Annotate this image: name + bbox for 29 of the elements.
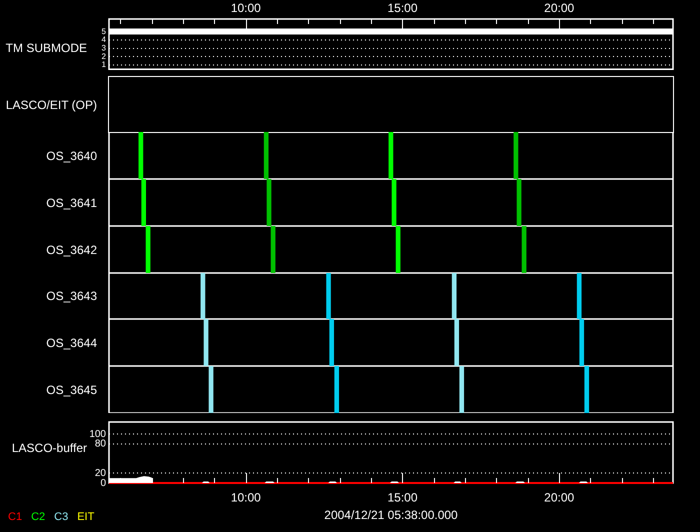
y-tick-label: 3 bbox=[102, 43, 107, 52]
text: LASCO/EIT (OP) bbox=[6, 98, 97, 112]
y-axis-title: OS_3645 bbox=[46, 382, 97, 396]
y-tick-label: 20 bbox=[94, 468, 106, 479]
y-axis-title: OS_3643 bbox=[46, 289, 97, 303]
y-tick-label: 5 bbox=[102, 26, 107, 36]
y-axis-title: OS_3640 bbox=[46, 148, 97, 162]
y-tick-label: 0 bbox=[100, 478, 106, 489]
y-axis-title: TM SUBMODE bbox=[6, 41, 87, 55]
y-tick-label: 2 bbox=[102, 52, 107, 61]
legend-label: C2 bbox=[31, 511, 46, 523]
x-tick-label: 15:00 bbox=[387, 1, 418, 16]
x-axis-title: 2004/12/21 05:38:00.000 bbox=[324, 508, 458, 522]
x-tick-label: 20:00 bbox=[544, 490, 575, 505]
x-tick-label: 10:00 bbox=[230, 1, 262, 16]
y-axis-title: LASCO-buffer bbox=[12, 441, 87, 455]
legend-label: EIT bbox=[77, 511, 94, 523]
y-axis-title: OS_3644 bbox=[46, 336, 97, 350]
y-axis-title: OS_3642 bbox=[46, 242, 97, 256]
y-tick-label: 1 bbox=[102, 60, 107, 70]
x-tick-label: 20:00 bbox=[544, 1, 575, 16]
text: C1 bbox=[8, 511, 22, 523]
x-tick-label: 15:00 bbox=[387, 490, 418, 505]
legend-label: C3 bbox=[54, 511, 68, 523]
y-tick-label: 4 bbox=[102, 35, 107, 44]
y-tick-label: 80 bbox=[94, 438, 106, 450]
y-tick-label: 100 bbox=[89, 428, 106, 440]
y-axis-title: OS_3641 bbox=[46, 196, 97, 210]
x-tick-label: 10:00 bbox=[230, 490, 262, 505]
